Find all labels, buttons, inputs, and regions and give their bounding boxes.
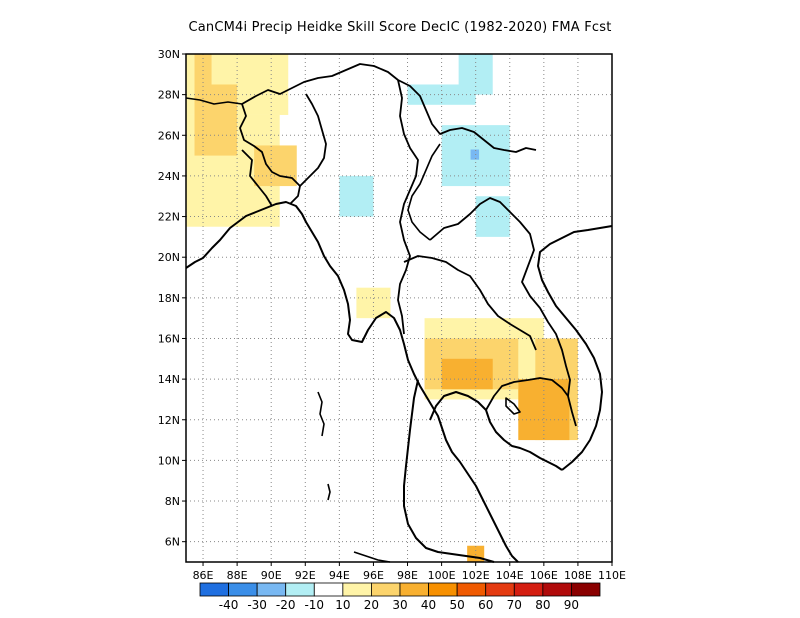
china-yunnan-border bbox=[407, 143, 441, 241]
lon-tick-label: 104E bbox=[496, 569, 524, 582]
lon-tick-label: 86E bbox=[193, 569, 214, 582]
colorbar-swatch bbox=[342, 582, 372, 597]
skill-fill-layer bbox=[186, 54, 578, 562]
colorbar-swatch bbox=[313, 582, 344, 597]
lon-tick-label: 96E bbox=[363, 569, 384, 582]
colorbar-swatch bbox=[371, 582, 401, 597]
malay-west-coast bbox=[403, 379, 495, 563]
skill-region-17 bbox=[470, 149, 480, 160]
colorbar-label: 40 bbox=[421, 598, 436, 612]
nicobar-islands bbox=[327, 483, 331, 501]
lon-tick-label: 92E bbox=[295, 569, 316, 582]
skill-region-10 bbox=[518, 379, 570, 441]
colorbar-swatch bbox=[199, 582, 229, 597]
colorbar-label: 80 bbox=[535, 598, 550, 612]
skill-region-15 bbox=[339, 175, 374, 217]
sumatra-tip bbox=[353, 551, 391, 563]
laos-border bbox=[429, 197, 571, 397]
map-title: CanCM4i Precip Heidke Skill Score DecIC … bbox=[188, 20, 612, 35]
nepal-bhutan-border bbox=[185, 97, 243, 105]
lon-tick-label: 88E bbox=[227, 569, 248, 582]
lon-tick-label: 110E bbox=[598, 569, 626, 582]
skill-region-4 bbox=[194, 54, 212, 85]
country-borders bbox=[241, 63, 537, 153]
colorbar-label: -20 bbox=[276, 598, 296, 612]
vietnam-coast bbox=[537, 225, 613, 471]
colorbar-label: 60 bbox=[478, 598, 493, 612]
colorbar-label: -30 bbox=[247, 598, 267, 612]
lon-tick-label: 98E bbox=[397, 569, 418, 582]
lat-tick-label: 10N bbox=[158, 454, 180, 467]
bay-of-bengal-coast bbox=[185, 201, 519, 563]
colorbar-swatch bbox=[513, 582, 544, 597]
skill-region-16 bbox=[475, 196, 510, 237]
colorbar-label: 10 bbox=[335, 598, 350, 612]
lat-tick-label: 30N bbox=[158, 48, 180, 61]
myanmar-east-border bbox=[397, 79, 419, 335]
cambodia-border bbox=[485, 377, 577, 427]
colorbar-swatch bbox=[399, 582, 429, 597]
myanmar-west-border bbox=[299, 93, 327, 187]
andaman-islands bbox=[317, 391, 325, 437]
gulf-of-thailand-coast bbox=[429, 391, 563, 471]
colorbar-swatch bbox=[228, 582, 258, 597]
colorbar-swatch bbox=[256, 582, 287, 597]
lat-tick-label: 16N bbox=[158, 332, 180, 345]
bangladesh-inner-border bbox=[241, 149, 273, 207]
lat-tick-label: 28N bbox=[158, 89, 180, 102]
colorbar-label: -40 bbox=[219, 598, 239, 612]
coastline-layer bbox=[185, 63, 613, 563]
lat-tick-label: 8N bbox=[165, 495, 180, 508]
lat-tick-label: 22N bbox=[158, 211, 180, 224]
lon-tick-label: 108E bbox=[564, 569, 592, 582]
lat-tick-label: 18N bbox=[158, 292, 180, 305]
colorbar-swatch bbox=[571, 582, 601, 597]
colorbar-label: 90 bbox=[564, 598, 579, 612]
thailand-north-border bbox=[403, 255, 537, 351]
map-frame bbox=[185, 53, 613, 563]
skill-region-2 bbox=[194, 84, 238, 156]
skill-region-8 bbox=[441, 358, 493, 390]
lon-tick-label: 106E bbox=[530, 569, 558, 582]
lat-tick-label: 20N bbox=[158, 251, 180, 264]
lat-tick-label: 24N bbox=[158, 170, 180, 183]
lon-tick-label: 102E bbox=[462, 569, 490, 582]
lat-tick-label: 14N bbox=[158, 373, 180, 386]
lat-tick-label: 6N bbox=[165, 536, 180, 549]
axis-tick-labels: 86E 88E 90E 92E 94E 96E 98E 100E 102E 104E 106E 108… bbox=[158, 48, 626, 582]
colorbar-label: 20 bbox=[364, 598, 379, 612]
colorbar-swatch bbox=[428, 582, 458, 597]
colorbar-swatch bbox=[542, 582, 572, 597]
lat-tick-label: 26N bbox=[158, 129, 180, 142]
tonle-sap-lake bbox=[505, 397, 521, 415]
colorbar-label: -10 bbox=[304, 598, 324, 612]
colorbar-swatch bbox=[285, 582, 315, 597]
colorbar-swatch bbox=[456, 582, 487, 597]
lon-tick-label: 94E bbox=[329, 569, 350, 582]
lon-tick-label: 100E bbox=[428, 569, 456, 582]
map-border bbox=[185, 53, 613, 563]
colorbar-label: 50 bbox=[450, 598, 465, 612]
colorbar-swatch bbox=[485, 582, 515, 597]
colorbar-label: 70 bbox=[507, 598, 522, 612]
colorbar-label: 30 bbox=[392, 598, 407, 612]
lat-tick-label: 12N bbox=[158, 414, 180, 427]
lon-tick-label: 90E bbox=[261, 569, 282, 582]
skill-region-11 bbox=[467, 545, 485, 562]
colorbar: -40 -30 -20 -10 10 20 30 40 50 60 70 80 90 bbox=[199, 582, 601, 612]
